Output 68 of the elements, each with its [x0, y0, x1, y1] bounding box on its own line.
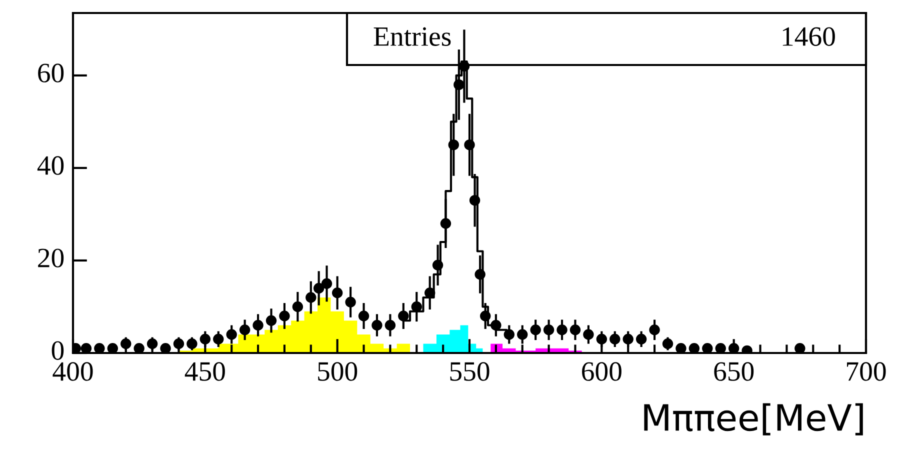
x-tick-label: 700: [847, 362, 886, 381]
point: [266, 315, 277, 326]
point: [583, 329, 594, 340]
point: [715, 343, 726, 353]
point: [464, 139, 475, 150]
point: [398, 310, 409, 322]
y-tick-label: 40: [37, 156, 64, 175]
point: [226, 329, 237, 340]
point: [543, 324, 554, 336]
point: [480, 310, 491, 322]
x-tick-label: 450: [184, 362, 225, 381]
point: [474, 269, 486, 280]
point: [384, 320, 396, 331]
x-tick-label: 500: [318, 362, 358, 381]
point: [530, 324, 541, 336]
annotation: 1460: [782, 27, 835, 46]
point: [279, 310, 290, 322]
x-tick-label: 550: [450, 362, 490, 381]
point: [252, 320, 264, 331]
point: [794, 343, 806, 353]
y-tick-label: 0: [52, 341, 64, 360]
point: [372, 320, 382, 331]
point: [173, 338, 184, 350]
point: [454, 79, 464, 90]
point: [622, 334, 634, 344]
point: [636, 334, 647, 344]
point: [345, 296, 356, 308]
point: [570, 324, 581, 336]
point: [688, 343, 700, 353]
point: [94, 343, 105, 353]
point: [662, 338, 674, 350]
annotation: Entries: [374, 27, 451, 46]
point: [610, 334, 620, 344]
point: [321, 278, 332, 289]
point: [213, 334, 224, 344]
point: [504, 329, 515, 340]
point: [469, 194, 480, 206]
point: [728, 343, 740, 353]
y-tick-label: 60: [38, 64, 64, 82]
point: [490, 320, 502, 331]
point: [186, 338, 198, 350]
point: [676, 343, 686, 353]
point: [358, 310, 370, 322]
point: [448, 139, 459, 150]
point: [239, 324, 250, 336]
point: [313, 282, 324, 294]
point: [702, 343, 713, 353]
point: [440, 218, 452, 229]
x-tick-label: 400: [52, 362, 93, 381]
point: [146, 338, 158, 350]
point: [80, 343, 92, 353]
point: [596, 334, 608, 344]
x-tick-label: 650: [714, 362, 754, 381]
point: [556, 324, 568, 336]
y-tick-label: 20: [38, 248, 64, 268]
point: [649, 324, 660, 336]
point: [517, 329, 528, 340]
point: [292, 301, 304, 312]
point: [107, 343, 118, 353]
point: [134, 343, 144, 353]
point: [306, 292, 316, 303]
point: [200, 334, 211, 344]
point: [120, 338, 132, 350]
x-tick-label: 600: [582, 362, 622, 381]
point: [332, 288, 343, 298]
x-axis-title: Mππee[MeV]: [644, 403, 863, 436]
point: [160, 343, 171, 353]
point: [432, 260, 444, 270]
